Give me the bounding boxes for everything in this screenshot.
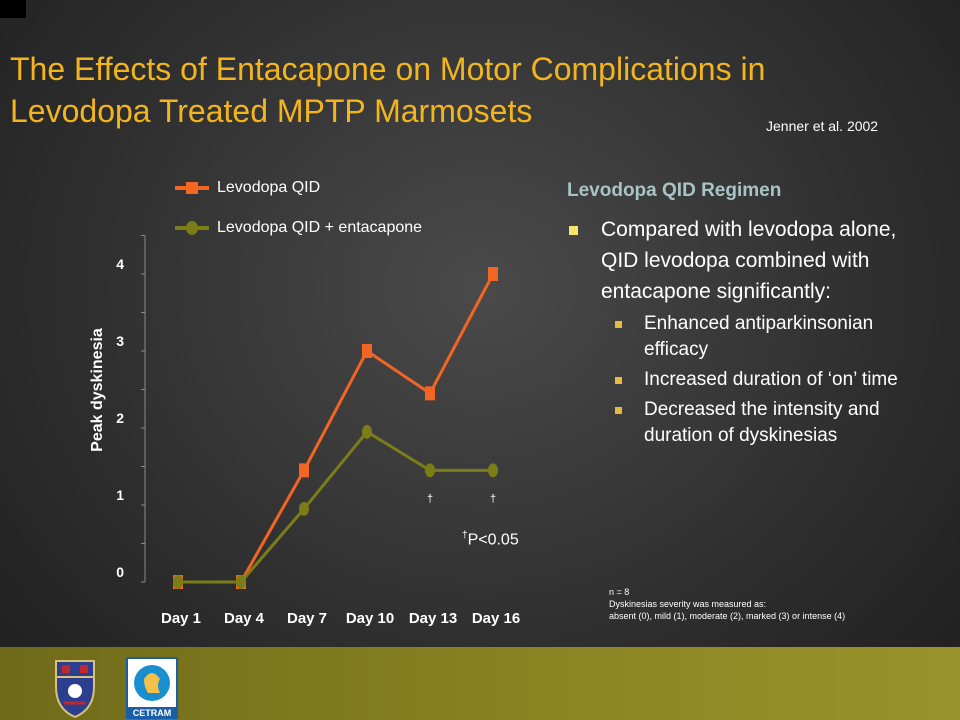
sub-bullet: Increased duration of ‘on’ time	[567, 367, 927, 393]
data-point-entacapone	[488, 463, 498, 478]
y-tick-label: 4	[116, 256, 124, 272]
sub-bullet-text: Enhanced antiparkinsonian efficacy	[644, 313, 874, 360]
bullet-square-icon	[615, 377, 622, 384]
x-tick-label: Day 16	[472, 610, 520, 627]
significance-note: †P<0.05	[462, 530, 519, 549]
severity-note-line2: absent (0), mild (1), moderate (2), mark…	[609, 611, 846, 621]
y-tick-label: 2	[116, 410, 124, 426]
cetram-logo-icon	[126, 657, 178, 719]
y-tick-label: 1	[116, 487, 124, 503]
series-line-entacapone	[178, 429, 493, 584]
dagger-symbol: †	[462, 530, 468, 541]
data-point-levodopa	[488, 267, 498, 281]
cetram-logo-text: CETRAM	[132, 708, 172, 718]
x-tick-label: Day 13	[409, 610, 457, 627]
corner-mark	[0, 0, 26, 18]
y-tick-label: 0	[116, 564, 124, 580]
data-point-entacapone	[362, 424, 372, 439]
chart-legend: Levodopa QID Levodopa QID + entacapone	[175, 168, 422, 248]
sub-bullet-text: Increased duration of ‘on’ time	[644, 369, 898, 390]
sub-bullet-text: Decreased the intensity and duration of …	[644, 399, 880, 446]
x-tick-label: Day 10	[346, 610, 394, 627]
data-point-entacapone	[425, 463, 435, 478]
legend-marker-circle-icon	[175, 221, 209, 235]
significance-dagger: †	[490, 493, 496, 505]
bullet-square-icon	[569, 226, 578, 235]
sub-bullet: Decreased the intensity and duration of …	[567, 397, 927, 449]
panel-heading: Levodopa QID Regimen	[567, 180, 782, 201]
legend-marker-square-icon	[175, 182, 209, 194]
y-axis-label: Peak dyskinesia	[89, 328, 106, 452]
legend-label-entacapone: Levodopa QID + entacapone	[217, 219, 423, 236]
data-point-entacapone	[236, 575, 246, 589]
data-point-levodopa	[299, 463, 309, 478]
data-point-levodopa	[362, 344, 372, 358]
severity-note-line1: Dyskinesias severity was measured as:	[609, 599, 767, 609]
sample-size-note: n = 8	[609, 587, 630, 597]
findings-panel: Levodopa QID Regimen Compared with levod…	[567, 180, 927, 449]
series-line-levodopa	[178, 273, 495, 584]
x-tick-label: Day 1	[161, 610, 201, 627]
significance-dagger: †	[427, 493, 433, 505]
p-value-text: P<0.05	[467, 531, 519, 549]
main-bullet-text: Compared with levodopa alone, QID levodo…	[601, 218, 897, 303]
x-tick-label: Day 7	[287, 610, 327, 627]
bullet-square-icon	[615, 407, 622, 414]
legend-item-levodopa: Levodopa QID	[175, 168, 422, 208]
slide-title: The Effects of Entacapone on Motor Compl…	[10, 51, 766, 129]
data-point-entacapone	[299, 501, 309, 516]
data-point-levodopa	[425, 386, 435, 401]
main-bullet: Compared with levodopa alone, QID levodo…	[567, 214, 927, 307]
legend-label-levodopa: Levodopa QID	[217, 179, 321, 196]
citation: Jenner et al. 2002	[766, 118, 879, 134]
legend-item-entacapone: Levodopa QID + entacapone	[175, 208, 422, 248]
university-crest-icon	[55, 660, 95, 719]
sub-bullet: Enhanced antiparkinsonian efficacy	[567, 311, 927, 363]
data-point-entacapone	[173, 575, 183, 589]
footnotes: n = 8 Dyskinesias severity was measured …	[609, 586, 845, 622]
x-tick-label: Day 4	[224, 610, 265, 627]
bullet-square-icon	[615, 321, 622, 328]
y-tick-label: 3	[116, 333, 124, 349]
footer-bar: CETRAM	[0, 647, 960, 720]
